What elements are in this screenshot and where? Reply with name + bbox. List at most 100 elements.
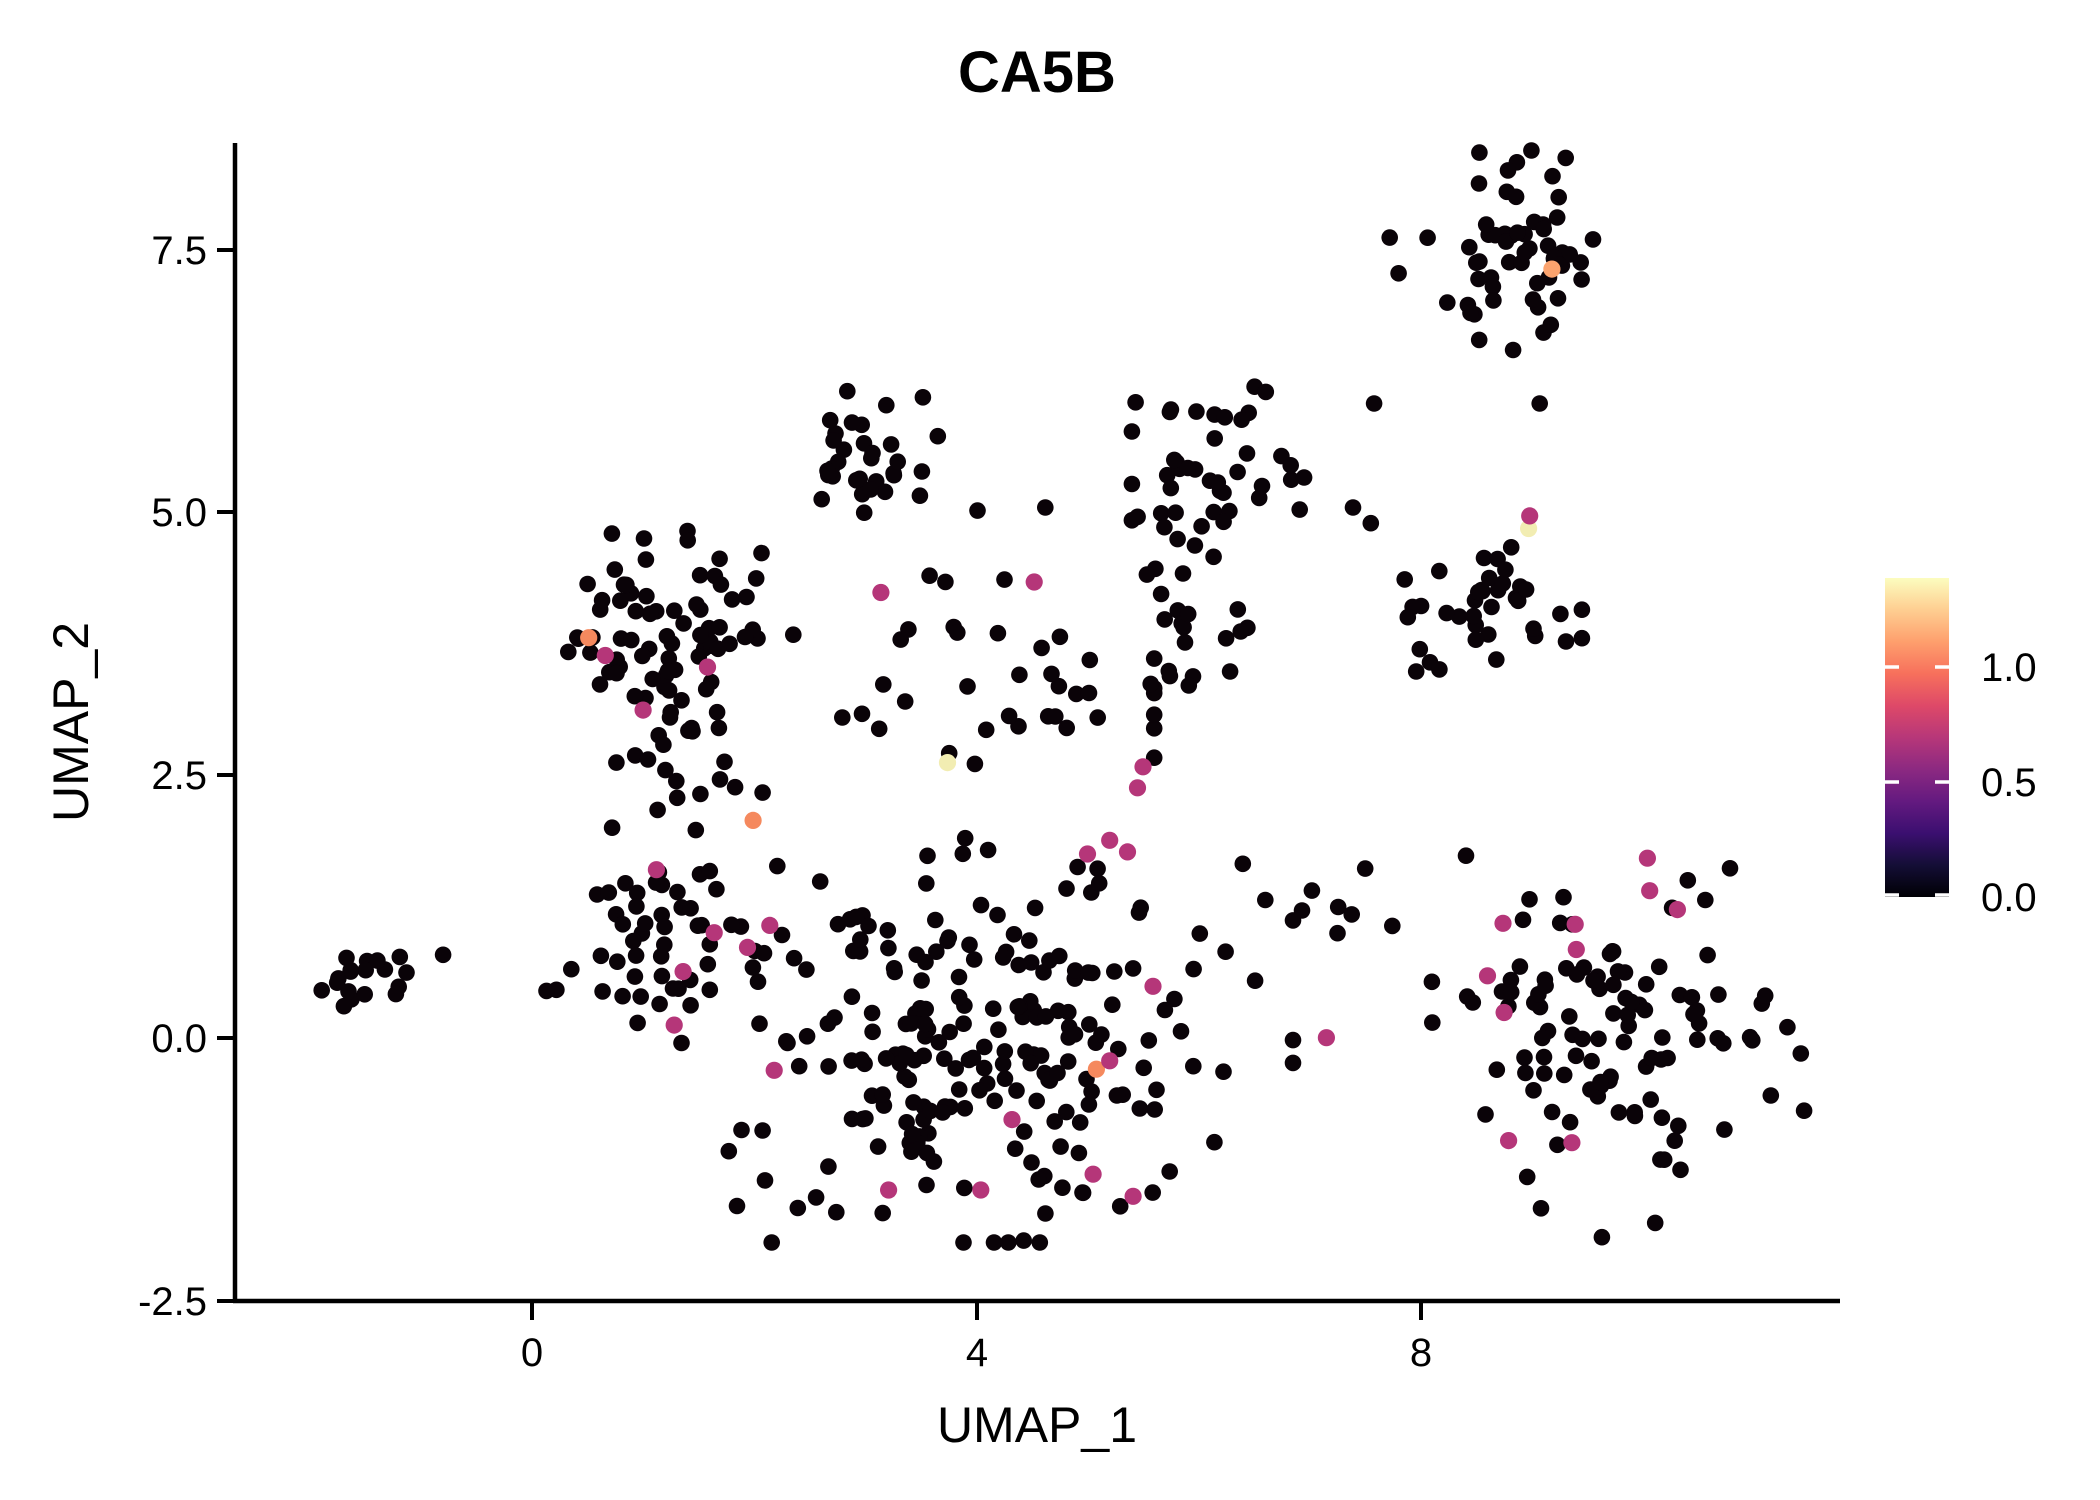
cell-point	[1005, 926, 1023, 943]
cell-point	[1549, 1136, 1566, 1154]
cell-point	[761, 916, 779, 935]
cell-point	[736, 628, 754, 646]
cell-point	[996, 571, 1013, 588]
cell-point	[956, 829, 974, 847]
cell-point	[1683, 989, 1701, 1006]
cell-point	[874, 1204, 891, 1222]
cell-point	[1475, 549, 1493, 567]
cell-point	[852, 931, 869, 948]
cell-point	[1049, 1002, 1067, 1020]
cell-point	[699, 955, 717, 973]
cell-point	[848, 472, 865, 489]
cell-point	[1477, 216, 1495, 233]
cell-point	[623, 631, 640, 649]
cell-point	[614, 987, 631, 1005]
cell-point	[1186, 537, 1204, 554]
cell-point	[1293, 902, 1311, 919]
cell-point	[638, 587, 655, 605]
cell-point	[1229, 463, 1246, 481]
cell-point	[1534, 1029, 1551, 1047]
cell-point	[990, 1021, 1007, 1038]
cell-point	[1031, 1234, 1049, 1251]
cell-point	[919, 847, 936, 865]
cell-point	[1033, 639, 1050, 657]
cell-point	[682, 997, 699, 1014]
cell-point	[649, 801, 666, 819]
cell-point	[941, 1023, 958, 1041]
cell-point	[1216, 409, 1234, 426]
cell-point	[609, 953, 626, 970]
cell-point	[959, 678, 976, 695]
cell-point	[1549, 290, 1567, 307]
cell-point	[984, 1000, 1002, 1017]
cell-point	[826, 1009, 843, 1026]
cell-point	[1108, 1087, 1126, 1104]
cell-point	[950, 968, 968, 986]
cell-point	[1080, 964, 1097, 981]
cell-point	[870, 720, 888, 738]
cell-point	[1500, 253, 1518, 271]
cell-point	[971, 1082, 988, 1099]
cell-point	[626, 747, 644, 764]
cell-point	[911, 487, 929, 505]
cell-point	[579, 575, 596, 593]
cell-point	[1066, 1026, 1084, 1043]
cell-point	[1087, 1060, 1105, 1078]
x-axis-ticks	[530, 1301, 1423, 1320]
cell-point	[1555, 888, 1572, 906]
cell-point	[1093, 1026, 1110, 1043]
cell-point	[1567, 940, 1585, 959]
cell-point	[1561, 1113, 1579, 1131]
cell-point	[986, 1092, 1003, 1110]
cell-point	[708, 880, 725, 898]
cell-point	[1101, 831, 1119, 849]
cell-point	[1668, 901, 1686, 919]
cell-point	[1744, 1032, 1761, 1049]
cell-point	[1514, 911, 1532, 929]
cell-point	[328, 974, 346, 991]
cell-point	[1399, 608, 1417, 626]
cell-point	[819, 462, 836, 480]
cell-point	[790, 1057, 808, 1075]
cell-point	[879, 922, 897, 939]
cell-point	[653, 967, 671, 985]
cell-point	[820, 1158, 837, 1175]
cell-point	[1525, 1082, 1542, 1099]
cell-point	[765, 1061, 783, 1079]
cell-point	[1144, 977, 1162, 995]
cell-point	[608, 664, 625, 682]
cell-point	[1047, 708, 1064, 725]
cell-point	[639, 751, 657, 768]
cell-point	[1074, 1184, 1091, 1201]
x-axis-title: UMAP_1	[937, 1397, 1137, 1453]
cell-point	[1145, 706, 1163, 723]
cell-point	[1282, 471, 1300, 489]
cell-point	[1362, 514, 1380, 532]
cell-point	[723, 916, 740, 934]
cell-point	[1521, 891, 1538, 908]
cell-point	[1161, 667, 1179, 685]
cell-point	[1566, 915, 1584, 933]
cell-point	[1180, 677, 1198, 694]
cell-point	[882, 436, 900, 453]
cell-point	[1058, 880, 1075, 897]
cell-point	[949, 624, 966, 641]
cell-point	[1419, 229, 1436, 246]
cell-point	[342, 963, 359, 980]
cell-point	[902, 1015, 920, 1032]
cell-point	[560, 643, 577, 661]
cell-point	[1000, 707, 1018, 725]
cell-point	[608, 754, 625, 771]
cell-point	[1697, 891, 1714, 909]
cell-point	[1557, 633, 1575, 650]
cell-point	[1721, 860, 1739, 877]
cell-point	[1179, 605, 1197, 623]
cell-point	[629, 1014, 646, 1032]
cell-point	[1215, 1063, 1232, 1080]
cell-point	[711, 771, 729, 788]
cell-point	[656, 936, 673, 953]
cell-point	[1026, 899, 1044, 917]
cell-point	[1106, 963, 1123, 980]
cell-point	[709, 640, 727, 658]
cell-point	[1238, 445, 1256, 462]
